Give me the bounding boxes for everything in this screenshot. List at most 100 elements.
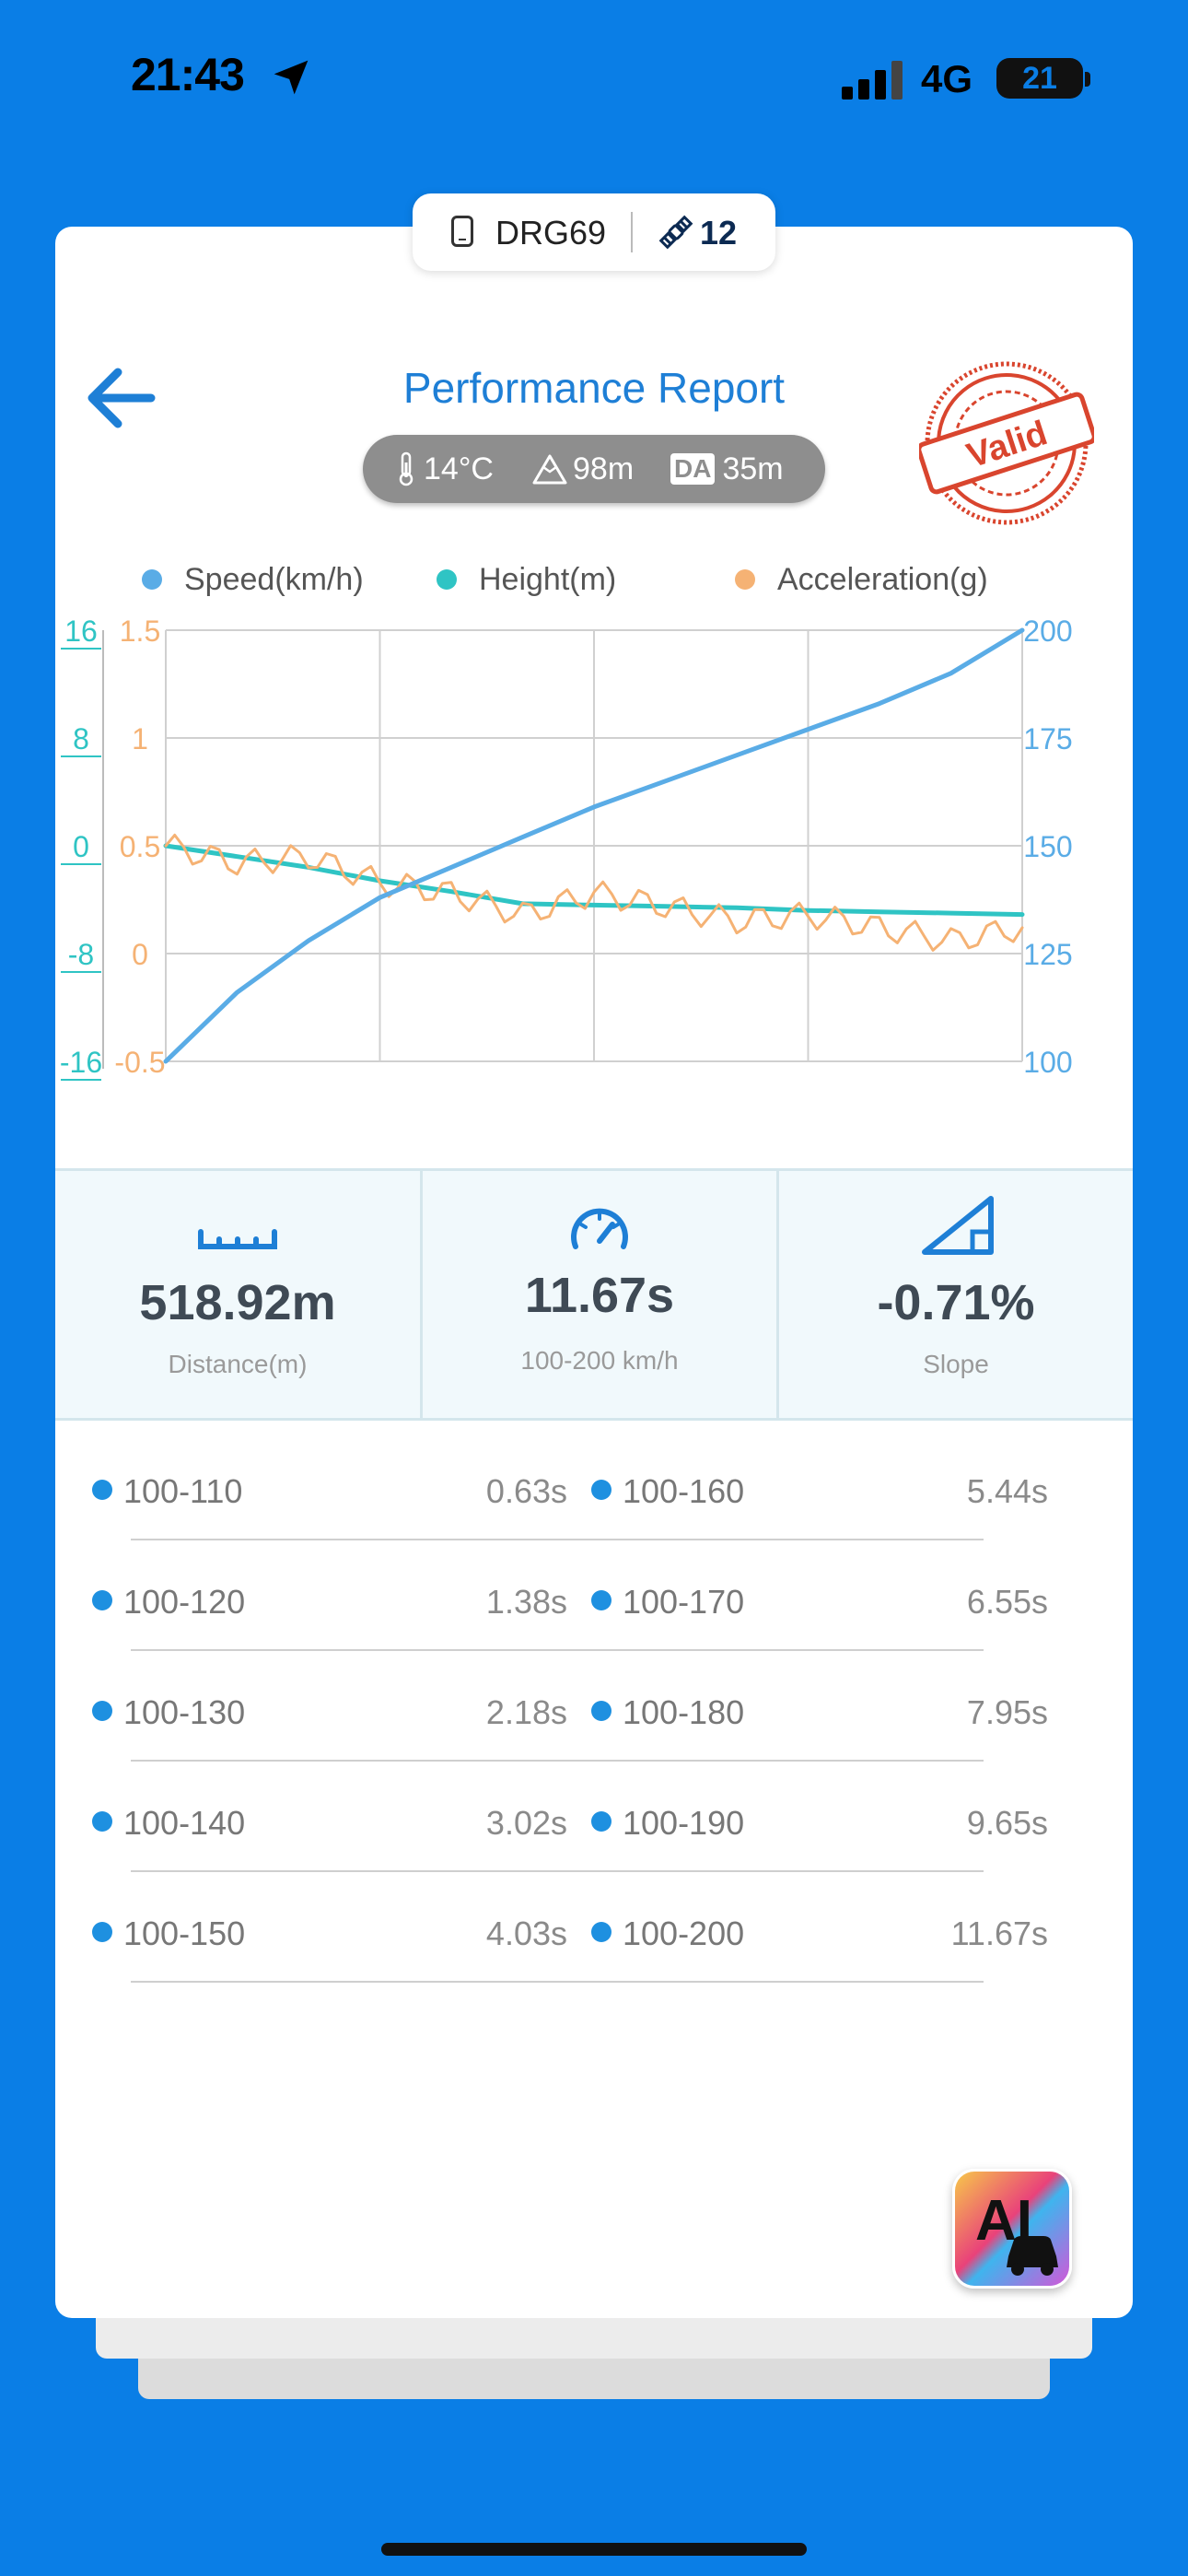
- y-left-inner-tick: -0.5: [114, 1046, 165, 1079]
- split-range: 100-140: [123, 1804, 246, 1842]
- split-range: 100-180: [623, 1693, 745, 1731]
- home-indicator[interactable]: [381, 2543, 807, 2556]
- legend-dot: [142, 569, 162, 590]
- stat-acceleration-time: 11.67s 100-200 km/h: [423, 1171, 776, 1418]
- legend-dot: [437, 569, 457, 590]
- split-dot: [591, 1590, 611, 1610]
- battery-icon: [996, 58, 1083, 99]
- location-arrow-icon: [274, 60, 309, 95]
- y-right-tick: 150: [1023, 830, 1072, 863]
- split-dot: [591, 1701, 611, 1721]
- split-divider: [131, 1760, 984, 1762]
- split-range: 100-160: [623, 1472, 745, 1510]
- battery-level: 21: [1022, 61, 1057, 96]
- split-times: 100-110 0.63s 100-120 1.38s 100-130 2.18s 100-…: [55, 1461, 1133, 2014]
- page-title: Performance Report: [402, 364, 786, 412]
- split-row: 100-110 0.63s: [92, 1461, 567, 1516]
- split-dot: [591, 1922, 611, 1942]
- status-bar: 21:43 4G 21: [0, 0, 1188, 157]
- split-row: 100-130 2.18s: [92, 1682, 567, 1738]
- stat-divider: [420, 1171, 423, 1418]
- split-divider: [131, 1649, 984, 1651]
- y-left-inner-tick: 1: [132, 722, 148, 755]
- y-left-inner-tick: 0: [132, 938, 148, 971]
- split-time: 4.03s: [485, 1914, 567, 1952]
- legend-label: Height(m): [479, 562, 617, 597]
- legend-label: Acceleration(g): [777, 562, 988, 597]
- y-left-outer-tick: 16: [64, 615, 98, 648]
- y-left-inner-tick: 0.5: [120, 830, 160, 863]
- y-left-outer-tick: 0: [73, 830, 89, 863]
- network-type: 4G: [921, 57, 973, 100]
- split-dot: [591, 1480, 611, 1500]
- split-time: 7.95s: [966, 1693, 1048, 1731]
- split-range: 100-150: [123, 1914, 246, 1952]
- cellular-signal-icon: [842, 61, 903, 100]
- y-right-tick: 125: [1023, 938, 1072, 971]
- legend-acceleration[interactable]: Acceleration(g): [735, 556, 988, 603]
- legend-dot: [735, 569, 755, 590]
- legend-label: Speed(km/h): [184, 562, 364, 597]
- pill-divider: [631, 212, 633, 252]
- legend-speed[interactable]: Speed(km/h): [142, 556, 364, 603]
- split-row: 100-160 5.44s: [591, 1461, 1048, 1516]
- back-arrow-icon[interactable]: [81, 363, 158, 433]
- speedometer-icon: [571, 1208, 628, 1249]
- conditions-pill: 14°C 98m DA 35m: [363, 435, 825, 503]
- report-card: Performance Report 14°C 98m DA 35m Valid …: [55, 227, 1133, 2318]
- slope-label: Slope: [923, 1350, 989, 1378]
- split-dot: [92, 1701, 112, 1721]
- slope-value: -0.71%: [877, 1275, 1035, 1330]
- ai-car-icon: AI: [955, 2172, 1069, 2286]
- split-range: 100-190: [623, 1804, 745, 1842]
- phone-icon: [451, 216, 473, 247]
- speed-series-line: [163, 627, 1025, 1064]
- split-time: 9.65s: [966, 1804, 1048, 1842]
- slope-icon: [922, 1196, 994, 1255]
- split-time: 11.67s: [950, 1914, 1048, 1952]
- stats-panel: 518.92m Distance(m) 11.67s 100-200 km/h …: [55, 1168, 1133, 1421]
- split-row: 100-150 4.03s: [92, 1903, 567, 1959]
- split-dot: [92, 1590, 112, 1610]
- split-row: 100-200 11.67s: [591, 1903, 1048, 1959]
- split-row: 100-190 9.65s: [591, 1793, 1048, 1848]
- split-range: 100-200: [623, 1914, 745, 1952]
- chart-legend: Speed(km/h) Height(m) Acceleration(g): [87, 556, 1100, 603]
- stat-distance: 518.92m Distance(m): [55, 1171, 420, 1418]
- mountain-icon: [532, 454, 567, 485]
- y-left-outer-tick: -8: [68, 938, 94, 971]
- split-range: 100-120: [123, 1583, 246, 1621]
- density-altitude: DA 35m: [670, 451, 784, 486]
- split-time: 5.44s: [966, 1472, 1048, 1510]
- split-time: 2.18s: [485, 1693, 567, 1731]
- split-divider: [131, 1870, 984, 1872]
- status-time: 21:43: [131, 49, 245, 100]
- ai-assistant-button[interactable]: AI: [952, 2169, 1072, 2289]
- split-row: 100-120 1.38s: [92, 1572, 567, 1627]
- stat-slope: -0.71% Slope: [779, 1171, 1133, 1418]
- satellite-icon: [658, 215, 693, 250]
- split-row: 100-180 7.95s: [591, 1682, 1048, 1738]
- split-time: 0.63s: [485, 1472, 567, 1510]
- split-divider: [131, 1539, 984, 1540]
- acceleration-series-line: [164, 833, 1024, 952]
- valid-stamp: Valid: [919, 361, 1094, 525]
- split-time: 6.55s: [966, 1583, 1048, 1621]
- split-row: 100-170 6.55s: [591, 1572, 1048, 1627]
- legend-height[interactable]: Height(m): [437, 556, 616, 603]
- distance-label: Distance(m): [168, 1350, 308, 1378]
- split-dot: [92, 1480, 112, 1500]
- density-altitude-value: 35m: [722, 451, 784, 486]
- split-range: 100-130: [123, 1693, 246, 1731]
- y-left-outer-tick: 8: [73, 722, 89, 755]
- y-left-outer-tick: -16: [60, 1046, 102, 1079]
- y-left-inner-tick: 1.5: [120, 615, 160, 648]
- device-pill[interactable]: DRG69 12: [413, 193, 775, 271]
- split-range: 100-170: [623, 1583, 745, 1621]
- ruler-icon: [198, 1229, 277, 1249]
- stat-divider: [776, 1171, 779, 1418]
- temperature-value: 14°C: [424, 451, 494, 486]
- y-right-tick: 200: [1023, 615, 1072, 648]
- split-time: 3.02s: [485, 1804, 567, 1842]
- performance-chart: 16 8 0 -8 -16 1.5 1 0.5 0 -0.5 200 175 150 125 100: [60, 615, 1073, 1081]
